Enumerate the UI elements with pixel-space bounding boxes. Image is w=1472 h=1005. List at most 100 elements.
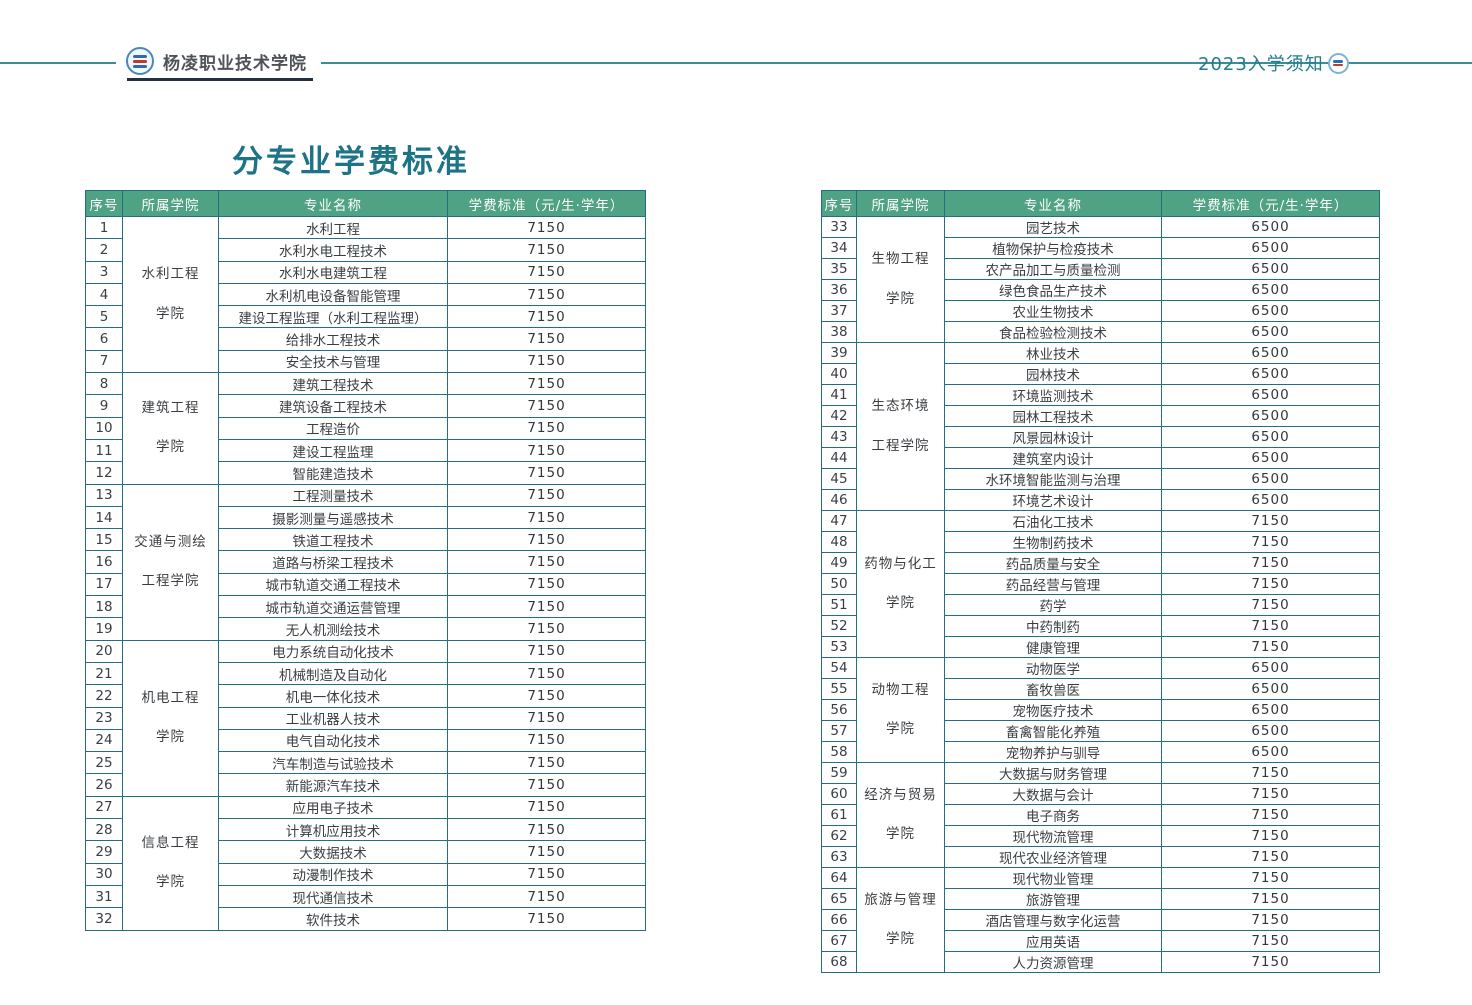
header-divider-line — [0, 62, 1472, 64]
table-row: 21 机械制造及自动化 7150 — [85, 661, 646, 686]
row-number-cell: 21 — [85, 661, 123, 686]
row-number-cell: 14 — [85, 505, 123, 530]
table-row: 14 摄影测量与遥感技术 7150 — [85, 505, 646, 530]
fee-cell: 7150 — [1161, 804, 1380, 826]
row-number-cell: 31 — [85, 884, 123, 909]
fee-cell: 7150 — [447, 438, 646, 463]
row-number-cell: 37 — [821, 300, 857, 322]
major-cell: 现代物流管理 — [944, 825, 1162, 847]
college-cell: 机电工程 学院 — [122, 639, 219, 797]
row-number-cell: 67 — [821, 930, 857, 952]
row-number-cell: 27 — [85, 795, 123, 820]
header-no: 序号 — [85, 190, 123, 217]
fee-cell: 6500 — [1161, 678, 1380, 700]
major-cell: 水环境智能监测与治理 — [944, 468, 1162, 490]
row-number-cell: 46 — [821, 489, 857, 511]
row-number-cell: 10 — [85, 416, 123, 440]
table-row: 40 园林技术 6500 — [821, 363, 1380, 385]
major-cell: 建筑设备工程技术 — [218, 394, 448, 418]
row-number-cell: 52 — [821, 615, 857, 637]
major-cell: 计算机应用技术 — [218, 818, 448, 842]
fee-cell: 7150 — [447, 884, 646, 909]
row-number-cell: 56 — [821, 699, 857, 721]
fee-cell: 7150 — [447, 550, 646, 574]
table-row: 16 道路与桥梁工程技术 7150 — [85, 550, 646, 574]
major-cell: 道路与桥梁工程技术 — [218, 550, 448, 574]
fee-cell: 7150 — [447, 394, 646, 418]
table-row: 37 农业生物技术 6500 — [821, 300, 1380, 322]
fee-cell: 7150 — [1161, 552, 1380, 574]
fee-cell: 7150 — [1161, 825, 1380, 847]
college-cell: 药物与化工 学院 — [856, 510, 945, 658]
fee-cell: 7150 — [447, 349, 646, 374]
table-row: 51 药学 7150 — [821, 594, 1380, 616]
row-number-cell: 20 — [85, 639, 123, 663]
row-number-cell: 43 — [821, 426, 857, 448]
major-cell: 水利水电工程技术 — [218, 238, 448, 262]
row-number-cell: 53 — [821, 636, 857, 658]
table-row: 25 汽车制造与试验技术 7150 — [85, 751, 646, 775]
table-row: 28 计算机应用技术 7150 — [85, 818, 646, 842]
fee-table-left: 序号 所属学院 专业名称 学费标准（元/生·学年） 1 水利工程 学院 水利工程 71… — [85, 190, 646, 931]
fee-cell: 7150 — [447, 661, 646, 686]
table-row: 13 交通与测绘 工程学院 工程测量技术 7150 — [85, 483, 646, 641]
college-cell: 生物工程 学院 — [856, 216, 945, 343]
table-row: 60 大数据与会计 7150 — [821, 783, 1380, 805]
fee-cell: 7150 — [1161, 888, 1380, 910]
fee-cell: 7150 — [447, 461, 646, 485]
notice-title: 2023入学须知 — [1198, 54, 1324, 75]
school-name: 杨凌职业技术学院 — [163, 53, 307, 74]
fee-cell: 6500 — [1161, 384, 1380, 406]
fee-cell: 7150 — [447, 907, 646, 931]
table-row: 54 动物工程 学院 动物医学 6500 — [821, 657, 1380, 763]
table-row: 31 现代通信技术 7150 — [85, 884, 646, 909]
major-cell: 环境监测技术 — [944, 384, 1162, 406]
major-cell: 风景园林设计 — [944, 426, 1162, 448]
row-number-cell: 16 — [85, 550, 123, 574]
fee-cell: 7150 — [447, 862, 646, 886]
table-row: 66 酒店管理与数字化运营 7150 — [821, 909, 1380, 931]
row-number-cell: 65 — [821, 888, 857, 910]
row-number-cell: 34 — [821, 237, 857, 259]
fee-cell: 6500 — [1161, 741, 1380, 763]
table-row: 27 信息工程 学院 应用电子技术 7150 — [85, 795, 646, 931]
major-cell: 水利工程 — [218, 215, 448, 240]
college-cell: 交通与测绘 工程学院 — [122, 483, 219, 641]
fee-cell: 7150 — [447, 416, 646, 440]
row-number-cell: 63 — [821, 846, 857, 868]
fee-cell: 7150 — [447, 305, 646, 329]
college-cell: 动物工程 学院 — [856, 657, 945, 763]
table-row: 15 铁道工程技术 7150 — [85, 528, 646, 552]
table-row: 8 建筑工程 学院 建筑工程技术 7150 — [85, 372, 646, 485]
fee-cell: 6500 — [1161, 321, 1380, 343]
row-number-cell: 6 — [85, 327, 123, 351]
major-cell: 农业生物技术 — [944, 300, 1162, 322]
fee-cell: 7150 — [447, 595, 646, 619]
row-number-cell: 29 — [85, 840, 123, 864]
fee-cell: 7150 — [447, 818, 646, 842]
row-number-cell: 1 — [85, 215, 123, 240]
header-no: 序号 — [821, 190, 857, 217]
major-cell: 现代物业管理 — [944, 867, 1162, 889]
fee-cell: 7150 — [1161, 783, 1380, 805]
row-number-cell: 41 — [821, 384, 857, 406]
row-number-cell: 15 — [85, 528, 123, 552]
major-cell: 安全技术与管理 — [218, 349, 448, 374]
school-brand: 杨凌职业技术学院 — [116, 42, 321, 80]
table-row: 62 现代物流管理 7150 — [821, 825, 1380, 847]
fee-cell: 6500 — [1161, 468, 1380, 490]
row-number-cell: 11 — [85, 438, 123, 463]
major-cell: 无人机测绘技术 — [218, 617, 448, 641]
school-name-underline — [127, 78, 313, 81]
major-cell: 现代通信技术 — [218, 884, 448, 909]
major-cell: 给排水工程技术 — [218, 327, 448, 351]
table-row: 24 电气自动化技术 7150 — [85, 728, 646, 753]
major-cell: 智能建造技术 — [218, 461, 448, 485]
fee-cell: 6500 — [1161, 237, 1380, 259]
fee-cell: 7150 — [447, 617, 646, 641]
row-number-cell: 39 — [821, 342, 857, 364]
major-cell: 应用英语 — [944, 930, 1162, 952]
major-cell: 畜禽智能化养殖 — [944, 720, 1162, 742]
major-cell: 汽车制造与试验技术 — [218, 751, 448, 775]
table-row: 68 人力资源管理 7150 — [821, 951, 1380, 973]
